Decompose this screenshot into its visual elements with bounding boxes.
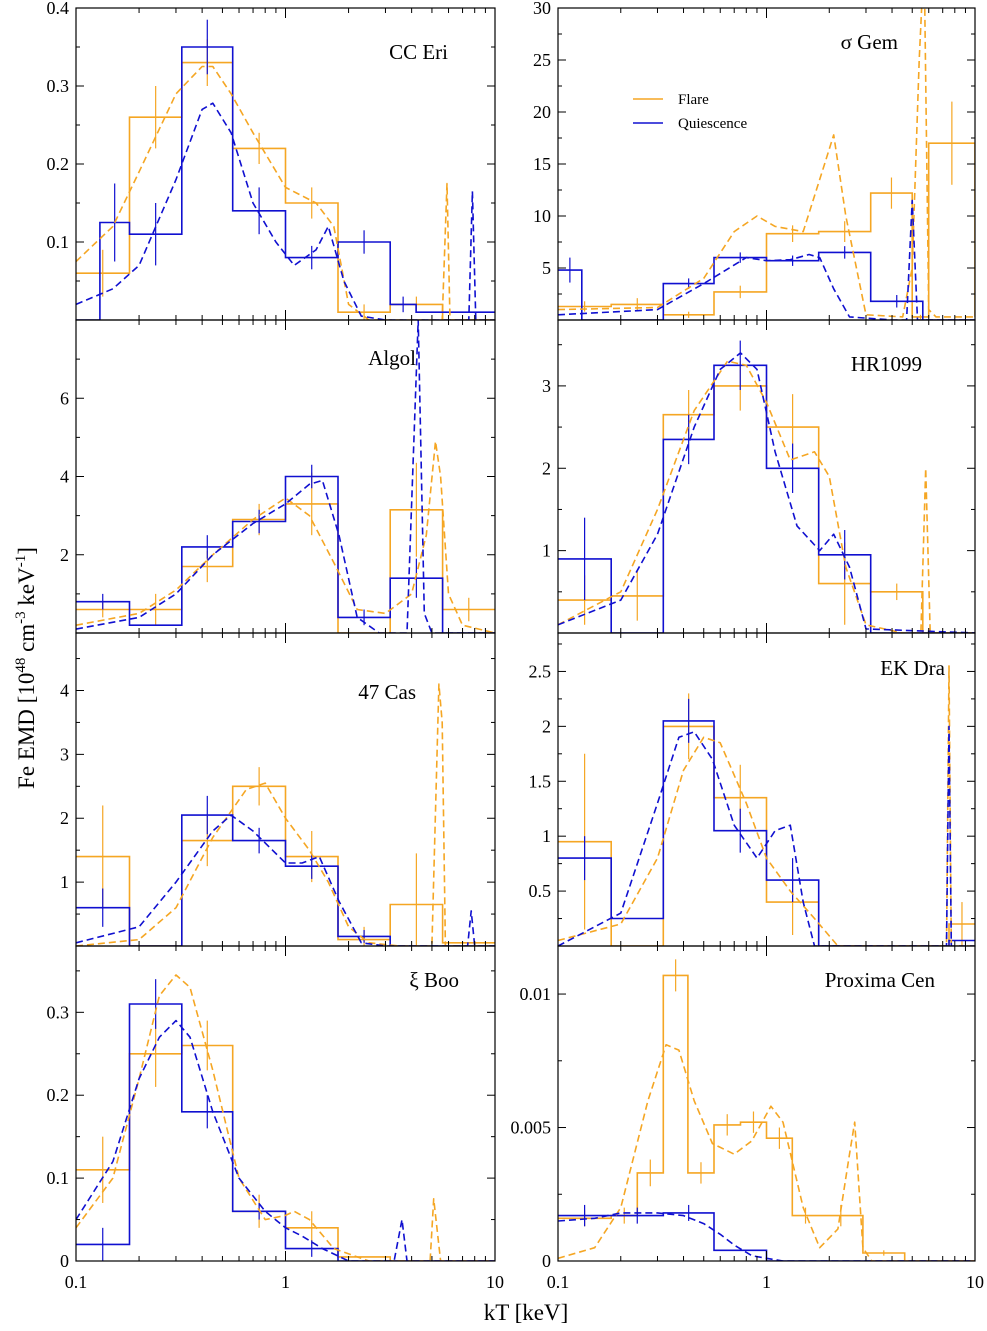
panel-1-y-tick-label: 0.1 <box>47 232 70 252</box>
panel-1-quiescence-dashed <box>76 102 495 320</box>
panel-7-quiescence-dashed <box>76 1019 495 1261</box>
panel-1-plot-area <box>76 19 495 320</box>
panel-5-flare-dashed <box>76 683 495 946</box>
panel-7-y-tick-label: 0.3 <box>47 1002 70 1022</box>
panel-3-title: Algol <box>368 346 416 370</box>
panel-1-y-tick-label: 0.4 <box>47 0 70 18</box>
y-axis-title-post: ] <box>14 547 39 555</box>
panel-5-y-tick-label: 3 <box>60 744 69 764</box>
panel-7-flare-dashed <box>76 974 495 1261</box>
panel-4-y-tick-label: 2 <box>542 458 551 478</box>
panel-5-plot-area <box>76 683 495 946</box>
y-axis-title-exp3: -1 <box>13 555 29 568</box>
legend-flare-label: Flare <box>678 92 709 108</box>
panel-1-y-tick-label: 0.2 <box>47 154 70 174</box>
panel-5-quiescence-dashed <box>76 814 495 946</box>
panel-6-y-tick-label: 2.5 <box>529 661 552 681</box>
panel-4: 1 2 3 HR1099 <box>542 319 976 634</box>
panel-5-title: 47 Cas <box>358 680 416 704</box>
panel-2-y-tick-label: 5 <box>542 258 551 278</box>
panel-4-y-tick-label: 3 <box>542 376 551 396</box>
panel-2-title: σ Gem <box>841 30 898 54</box>
panel-5-y-tick-label: 2 <box>60 808 69 828</box>
panel-7: 00.10.20.30.1 1 10ξ Boo <box>47 945 504 1292</box>
panel-1: 0.1 0.2 0.3 0.4 CC Eri <box>47 0 496 321</box>
y-axis-title-exp2: -3 <box>13 611 29 624</box>
panel-8-y-tick-label: 0.01 <box>520 984 552 1004</box>
panel-8-x-tick-label: 10 <box>966 1272 984 1292</box>
panel-6-y-tick-label: 2 <box>542 716 551 736</box>
panel-7-y-tick-label: 0.1 <box>47 1168 70 1188</box>
panel-8-x-tick-label: 1 <box>762 1272 771 1292</box>
panel-2-plot-area <box>558 8 975 320</box>
panel-8-plot-area <box>558 959 975 1261</box>
panel-7-x-tick-label: 0.1 <box>65 1272 88 1292</box>
panel-5: 1 2 3 4 47 Cas <box>60 632 496 947</box>
panel-7-plot-area <box>76 974 495 1261</box>
y-axis-title-exp1: 48 <box>13 658 29 673</box>
y-axis-title-mid: cm <box>14 624 39 658</box>
panel-8-title: Proxima Cen <box>825 968 936 992</box>
panel-3-quiescence-dashed <box>76 320 495 633</box>
panel-1-y-tick-label: 0.3 <box>47 76 70 96</box>
panel-2-y-tick-label: 10 <box>533 206 551 226</box>
panel-6: 0.5 1 1.5 2 2.5 EK Dra <box>529 632 976 947</box>
panel-6-quiescence-dashed <box>558 725 975 946</box>
panel-2-y-tick-label: 15 <box>533 154 551 174</box>
panel-5-y-tick-label: 4 <box>60 680 69 700</box>
panel-5-y-tick-label: 1 <box>60 872 69 892</box>
panel-3-y-tick-label: 4 <box>60 467 69 487</box>
legend-quiescence-label: Quiescence <box>678 116 747 132</box>
panel-8-y-tick-label: 0.005 <box>511 1118 552 1138</box>
panel-2-y-tick-label: 25 <box>533 50 551 70</box>
panel-6-y-tick-label: 0.5 <box>529 881 552 901</box>
panel-2-quiescence-dashed <box>558 199 975 320</box>
y-axis-title-pre: Fe EMD [10 <box>14 673 39 789</box>
panel-7-title: ξ Boo <box>409 968 459 992</box>
panel-2-y-tick-label: 30 <box>533 0 551 18</box>
y-axis-title: Fe EMD [1048 cm-3 keV-1] <box>13 547 39 789</box>
x-axis-title: kT [keV] <box>484 1300 569 1325</box>
panel-3-flare-dashed <box>76 440 495 633</box>
panel-6-y-tick-label: 1.5 <box>529 771 552 791</box>
legend: Flare Quiescence <box>633 92 747 132</box>
panel-8: 0 0.005 0.01 0.1 1 10 Proxima Cen <box>511 945 984 1292</box>
panel-8-flare-histogram <box>558 974 975 1261</box>
panel-3-plot-area <box>76 320 495 633</box>
panel-8-quiescence-dashed <box>558 1212 975 1261</box>
panel-8-flare-dashed <box>558 1044 975 1261</box>
panel-2: 5 10 15 20 25 30 σ Gem <box>533 0 976 321</box>
panel-3-y-tick-label: 6 <box>60 388 69 408</box>
panel-1-flare-dashed <box>76 65 495 320</box>
panel-2-y-tick-label: 20 <box>533 102 551 122</box>
panel-2-flare-dashed <box>558 8 975 318</box>
panel-8-y-tick-label: 0 <box>542 1251 551 1271</box>
y-axis-title-mid2: keV <box>14 567 39 611</box>
panel-7-x-tick-label: 10 <box>486 1272 504 1292</box>
panel-3-y-tick-label: 2 <box>60 545 69 565</box>
panel-4-plot-area <box>558 340 975 633</box>
panel-8-frame <box>557 945 976 1262</box>
panel-4-flare-dashed <box>558 360 975 633</box>
panel-3: 2 4 6 Algol <box>60 319 496 634</box>
panel-6-plot-area <box>558 665 975 946</box>
panel-4-title: HR1099 <box>851 352 922 376</box>
panel-2-flare-histogram <box>558 142 975 318</box>
panel-7-x-tick-label: 1 <box>281 1272 290 1292</box>
panel-1-title: CC Eri <box>389 40 448 64</box>
panel-8-x-tick-label: 0.1 <box>547 1272 570 1292</box>
panel-4-y-tick-label: 1 <box>542 541 551 561</box>
panel-6-title: EK Dra <box>880 656 945 680</box>
panel-7-y-tick-label: 0 <box>60 1251 69 1271</box>
panel-6-y-tick-label: 1 <box>542 826 551 846</box>
panel-7-y-tick-label: 0.2 <box>47 1085 70 1105</box>
panel-1-flare-histogram <box>76 61 495 320</box>
panel-4-quiescence-histogram <box>558 364 975 633</box>
panel-3-flare-histogram <box>76 503 495 633</box>
panel-4-quiescence-dashed <box>558 352 975 633</box>
